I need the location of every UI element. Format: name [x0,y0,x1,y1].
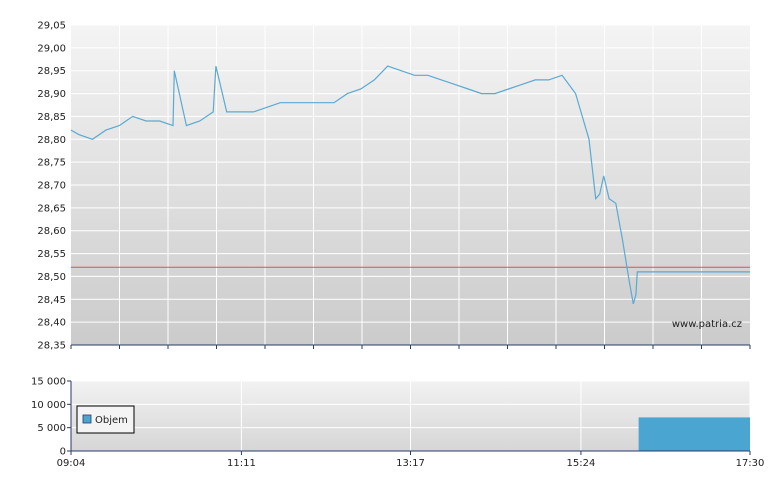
watermark: www.patria.cz [672,319,742,330]
price-y-tick-label: 28,90 [37,89,66,100]
volume-x-tick-label: 09:04 [57,458,86,469]
volume-x-tick-label: 15:24 [567,458,596,469]
volume-y-tick-label: 10 000 [31,400,66,411]
volume-x-axis-labels: 09:04 11:11 13:17 15:24 17:30 [57,451,765,469]
volume-x-tick-label: 11:11 [227,458,256,469]
price-y-tick-label: 28,40 [37,318,66,329]
price-series-line [70,65,750,305]
volume-bar [638,417,750,451]
price-y-tick-label: 28,45 [37,295,66,306]
price-y-tick-label: 28,95 [37,66,66,77]
volume-y-tick-label: 15 000 [31,377,66,388]
volume-legend: Objem [76,405,135,434]
price-y-tick-label: 29,00 [37,43,66,54]
price-y-tick-label: 28,70 [37,181,66,192]
volume-y-axis: 15 000 10 000 5 000 0 [31,377,72,458]
volume-x-tick-label: 13:17 [396,458,425,469]
price-y-axis: 29,05 29,00 28,95 28,90 28,85 28,80 28,75 28,70… [37,21,66,352]
price-y-tick-label: 28,85 [37,112,66,123]
price-y-tick-label: 29,05 [37,21,66,32]
price-y-tick-label: 28,65 [37,203,66,214]
legend-swatch [82,414,92,424]
price-y-tick-label: 28,80 [37,135,66,146]
price-y-tick-label: 28,35 [37,341,66,352]
price-x-tick-marks [70,345,751,349]
price-y-tick-label: 28,55 [37,249,66,260]
volume-y-tick-label: 5 000 [37,423,66,434]
price-y-tick-label: 28,50 [37,272,66,283]
volume-y-tick-label: 0 [60,447,66,458]
price-y-tick-label: 28,75 [37,158,66,169]
price-y-tick-label: 28,60 [37,226,66,237]
volume-x-tick-label: 17:30 [736,458,765,469]
volume-bars [638,417,750,451]
legend-label: Objem [95,415,128,426]
